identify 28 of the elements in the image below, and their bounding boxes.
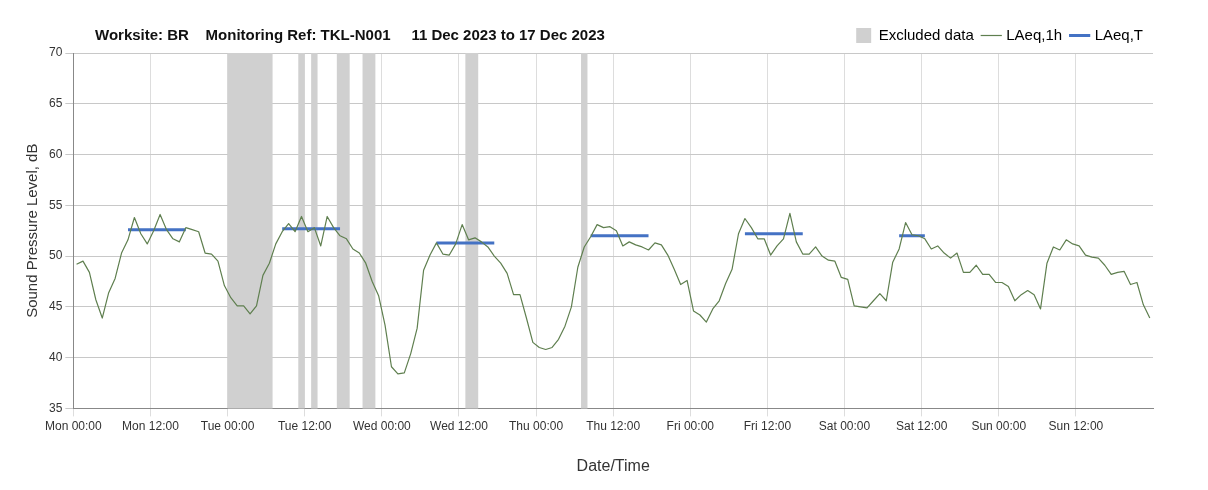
x-tick-label: Sun 12:00: [1048, 418, 1104, 433]
y-tick-label: 60: [48, 146, 63, 161]
x-tick-label: Sun 00:00: [971, 418, 1027, 433]
chart-title: Worksite: BR Monitoring Ref: TKL-N001 11 Dec 2023 to 17 Dec 2023: [95, 26, 605, 43]
y-tick-label: 45: [48, 299, 63, 314]
x-tick-label: Wed 12:00: [430, 418, 489, 433]
y-tick-label: 35: [48, 400, 63, 415]
x-tick-label: Thu 12:00: [586, 418, 641, 433]
legend-label: LAeq,T: [1094, 25, 1144, 43]
y-axis-title: Sound Pressure Level, dB: [23, 143, 41, 318]
x-tick-label: Sat 12:00: [895, 418, 948, 433]
x-tick-label: Fri 00:00: [666, 418, 715, 433]
x-tick-label: Thu 00:00: [509, 418, 564, 433]
legend-label: Excluded data: [878, 25, 975, 43]
x-tick-label: Mon 12:00: [122, 418, 180, 433]
legend-label: LAeq,1h: [1006, 25, 1063, 43]
y-tick-label: 50: [48, 248, 63, 263]
y-tick-label: 55: [48, 197, 63, 212]
y-tick-label: 65: [48, 96, 63, 111]
x-axis-title: Date/Time: [576, 456, 650, 474]
x-tick-label: Mon 00:00: [44, 418, 103, 433]
x-tick-label: Tue 12:00: [277, 418, 332, 433]
y-tick-label: 70: [48, 45, 63, 60]
y-tick-label: 40: [48, 349, 63, 364]
x-tick-label: Sat 00:00: [818, 418, 871, 433]
x-tick-label: Fri 12:00: [743, 418, 792, 433]
x-tick-label: Wed 00:00: [352, 418, 412, 433]
x-tick-label: Tue 00:00: [200, 418, 255, 433]
